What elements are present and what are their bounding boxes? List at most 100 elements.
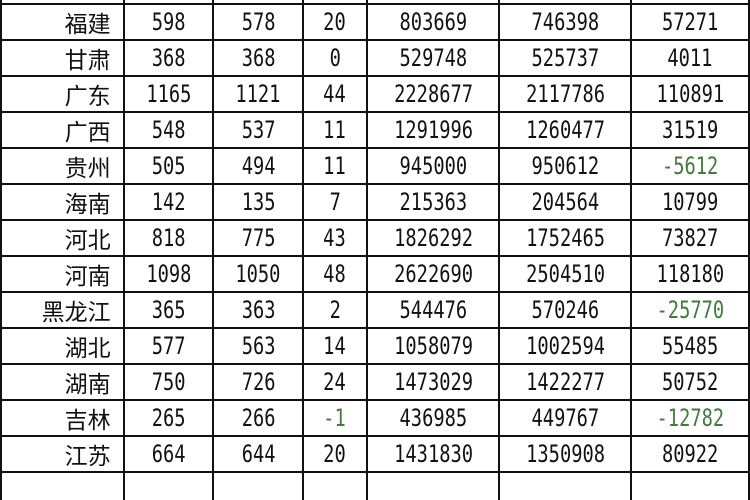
province-cell: 吉林 (0, 398, 125, 437)
value-text: -25770 (656, 295, 724, 324)
value-text: 50752 (661, 367, 719, 396)
value-text: 2504510 (525, 259, 605, 288)
value-cell-c5: 1350908 (498, 434, 633, 473)
value-text: 746398 (531, 7, 600, 36)
value-cell-c2: 578 (212, 2, 305, 41)
value-cell-c1: 750 (122, 362, 215, 401)
value-cell-c2: 363 (212, 290, 305, 329)
value-text: 80922 (661, 439, 719, 468)
value-cell-c4: 803669 (365, 2, 501, 41)
province-cell: 贵州 (0, 146, 125, 185)
value-text: 11 (323, 115, 347, 144)
province-cell: 甘肃 (0, 38, 125, 77)
value-text: 563 (241, 331, 276, 360)
value-cell-c1: 505 (122, 146, 215, 185)
value-text: 1752465 (525, 223, 605, 252)
value-text: 7 (329, 187, 341, 216)
table-row: 广西 548 537 11 1291996 1260477 31519 (0, 110, 750, 149)
value-cell-c6: 31519 (630, 110, 750, 149)
value-text: 544476 (399, 295, 467, 324)
province-cell: 广西 (0, 110, 125, 149)
value-text: 2 (329, 295, 341, 324)
table-row: 甘肃 368 368 0 529748 525737 4011 (0, 38, 750, 77)
value-text: 1431830 (393, 439, 473, 468)
value-cell-c6: 4011 (630, 38, 750, 77)
value-text: -5612 (661, 151, 719, 180)
value-cell-c2: 135 (212, 182, 305, 221)
value-cell-c6: 118180 (630, 254, 750, 293)
table-cell (630, 0, 750, 5)
table-cell (212, 470, 305, 500)
value-text: 775 (241, 223, 276, 252)
value-cell-c2: 266 (212, 398, 305, 437)
value-text: 1260477 (525, 115, 605, 144)
value-cell-c2: 563 (212, 326, 305, 365)
value-text: 135 (241, 187, 276, 216)
value-text: 204564 (531, 187, 600, 216)
value-cell-c2: 726 (212, 362, 305, 401)
value-text: 803669 (399, 7, 467, 36)
province-cell: 河北 (0, 218, 125, 257)
table-cell (0, 0, 125, 5)
value-text: 1826292 (393, 223, 473, 252)
partial-row (0, 470, 750, 500)
value-cell-c4: 1058079 (365, 326, 501, 365)
partial-row (0, 0, 750, 5)
value-cell-c6: 10799 (630, 182, 750, 221)
value-cell-c5: 950612 (498, 146, 633, 185)
value-text: 265 (151, 403, 186, 432)
value-cell-c2: 775 (212, 218, 305, 257)
value-cell-c3: 43 (302, 218, 368, 257)
value-text: 529748 (399, 43, 467, 72)
value-text: 436985 (399, 403, 467, 432)
value-cell-c6: 73827 (630, 218, 750, 257)
value-cell-c5: 525737 (498, 38, 633, 77)
value-text: 505 (151, 151, 186, 180)
value-cell-c3: 7 (302, 182, 368, 221)
table-row: 广东 1165 1121 44 2228677 2117786 110891 (0, 74, 750, 113)
value-cell-c5: 570246 (498, 290, 633, 329)
value-text: 1121 (235, 79, 281, 108)
province-cell: 海南 (0, 182, 125, 221)
value-cell-c5: 204564 (498, 182, 633, 221)
table-row: 河南 1098 1050 48 2622690 2504510 118180 (0, 254, 750, 293)
table-cell (498, 0, 633, 5)
value-text: 664 (151, 439, 186, 468)
value-text: 548 (151, 115, 186, 144)
value-text: 494 (241, 151, 276, 180)
value-text: 266 (241, 403, 276, 432)
value-text: 1058079 (393, 331, 473, 360)
value-text: 11 (323, 151, 347, 180)
value-cell-c4: 544476 (365, 290, 501, 329)
value-text: 0 (329, 43, 341, 72)
value-cell-c3: 44 (302, 74, 368, 113)
value-text: 2117786 (525, 79, 605, 108)
value-text: 1002594 (525, 331, 605, 360)
value-text: 818 (151, 223, 186, 252)
value-cell-c6: -25770 (630, 290, 750, 329)
value-text: 43 (323, 223, 347, 252)
value-text: 537 (241, 115, 276, 144)
value-text: 110891 (656, 79, 724, 108)
table-row: 河北 818 775 43 1826292 1752465 73827 (0, 218, 750, 257)
table-cell (122, 0, 215, 5)
value-text: 1291996 (393, 115, 473, 144)
table-cell (302, 470, 368, 500)
value-text: -12782 (656, 403, 724, 432)
value-cell-c2: 644 (212, 434, 305, 473)
value-cell-c3: 0 (302, 38, 368, 77)
value-cell-c5: 1002594 (498, 326, 633, 365)
value-cell-c4: 2228677 (365, 74, 501, 113)
value-text: 10799 (661, 187, 719, 216)
value-text: 578 (241, 7, 276, 36)
value-cell-c3: 11 (302, 110, 368, 149)
value-text: 1350908 (525, 439, 605, 468)
value-cell-c2: 368 (212, 38, 305, 77)
value-text: 950612 (531, 151, 600, 180)
value-text: 20 (323, 7, 347, 36)
value-cell-c1: 548 (122, 110, 215, 149)
table-row: 湖北 577 563 14 1058079 1002594 55485 (0, 326, 750, 365)
table-row: 江苏 664 644 20 1431830 1350908 80922 (0, 434, 750, 473)
value-cell-c6: 55485 (630, 326, 750, 365)
